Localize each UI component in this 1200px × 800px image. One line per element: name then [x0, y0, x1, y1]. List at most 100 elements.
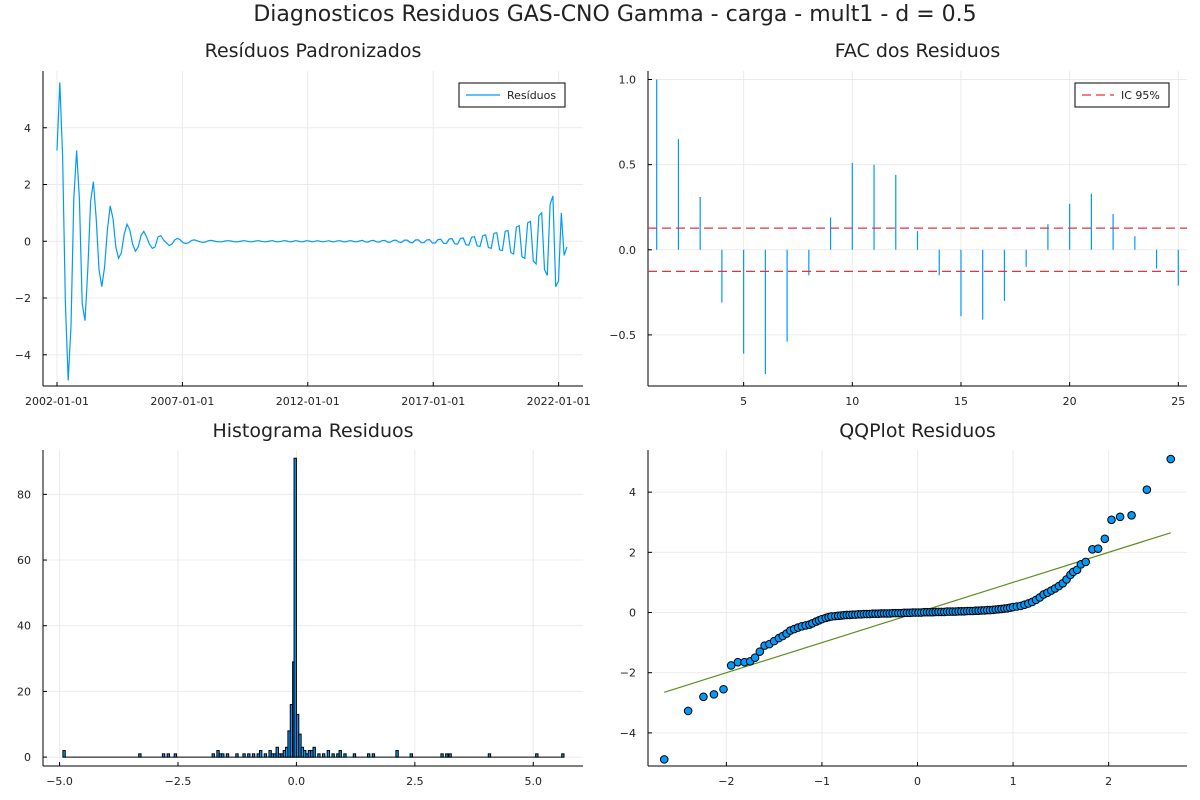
x-tick-label: 2022-01-01 [527, 395, 591, 408]
histogram-bar [225, 753, 230, 758]
histogram-bar [275, 746, 279, 758]
legend-label: IC 95% [1121, 89, 1160, 102]
histogram-bar [338, 750, 342, 758]
y-tick-label: 4 [629, 486, 636, 499]
x-tick-label: 1 [1010, 775, 1017, 788]
qq-point [1166, 454, 1176, 464]
histogram-bar [258, 750, 263, 758]
y-tick-label: 60 [17, 554, 31, 567]
y-tick-label: 80 [17, 488, 31, 501]
qq-point [1142, 485, 1152, 495]
histogram-bar [317, 753, 321, 758]
y-tick-label: −2 [15, 292, 31, 305]
x-tick-label: −2 [718, 775, 734, 788]
x-tick-label: 2007-01-01 [150, 395, 214, 408]
legend: Resíduos [458, 82, 566, 108]
x-tick-label: 15 [954, 395, 968, 408]
qq-point [699, 692, 708, 702]
y-tick-label: 20 [17, 685, 31, 698]
qq-point [659, 755, 669, 764]
histogram-panel: −5.0 −2.5 0.0 2.5 5.0 0 20 40 60 80 Histograma Res… [17, 420, 583, 788]
histogram-bar [487, 753, 492, 758]
histogram-bar [440, 753, 444, 758]
histogram-bar [371, 753, 376, 758]
x-tick-label: 2012-01-01 [276, 395, 340, 408]
y-tick-label: −0.5 [609, 329, 636, 342]
panel-title: FAC dos Residuos [835, 40, 1001, 62]
panel-title: Resíduos Padronizados [205, 40, 422, 62]
qq-point [755, 647, 765, 656]
histogram-bar [561, 753, 565, 758]
qq-point [1081, 557, 1090, 567]
x-tick-label: 2002-01-01 [25, 395, 89, 408]
qq-point [750, 653, 760, 662]
histogram-bar [366, 753, 371, 758]
x-tick-label: −5.0 [46, 775, 73, 788]
histogram-bar [321, 753, 326, 758]
histogram-bar [352, 753, 357, 758]
y-tick-label: 2 [629, 546, 636, 559]
histogram-bar [251, 753, 256, 758]
x-tick-label: 0.0 [288, 775, 306, 788]
panel-title: QQPlot Residuos [839, 420, 996, 442]
qq-point [709, 690, 719, 699]
y-tick-label: 0 [629, 607, 636, 620]
y-tick-label: 40 [17, 620, 31, 633]
qq-point [1115, 512, 1125, 522]
qqplot-panel: −2 −1 0 1 2 −4 −2 0 2 4 QQPlot Residuos [620, 420, 1187, 788]
y-tick-label: 1.0 [619, 74, 637, 87]
histogram-bar [409, 753, 413, 758]
figure-title: Diagnosticos Residuos GAS-CNO Gamma - ca… [253, 2, 976, 27]
residuals-series-line [56, 82, 568, 381]
x-tick-label: 10 [845, 395, 859, 408]
panel-title: Histograma Residuos [212, 420, 413, 442]
residuals-panel: 2002-01-01 2007-01-01 2012-01-01 2017-01-01… [15, 40, 591, 408]
x-tick-label: 0 [914, 775, 921, 788]
y-tick-label: 0 [24, 751, 31, 764]
qq-point [1127, 511, 1136, 520]
x-tick-label: −1 [814, 775, 830, 788]
x-tick-label: 2017-01-01 [401, 395, 465, 408]
legend: IC 95% [1074, 82, 1170, 108]
y-tick-label: −4 [620, 727, 636, 740]
histogram-bar [242, 753, 246, 758]
histogram-bar [395, 750, 399, 758]
histogram-bar [235, 753, 239, 758]
qq-point [726, 661, 736, 670]
histogram-bar [448, 753, 452, 758]
histogram-bar [326, 750, 331, 758]
x-tick-label: 5.0 [525, 775, 543, 788]
legend-label: Resíduos [507, 89, 556, 102]
qq-point [683, 706, 693, 716]
y-tick-label: 2 [24, 179, 31, 192]
histogram-bar [331, 753, 335, 758]
x-tick-label: 20 [1063, 395, 1077, 408]
x-tick-label: 5 [740, 395, 747, 408]
histogram-bar [263, 753, 268, 758]
histogram-bar [138, 753, 142, 758]
y-tick-label: −4 [15, 349, 31, 362]
qq-point [1100, 534, 1110, 544]
histogram-bar [62, 750, 66, 758]
histogram-bar [298, 733, 302, 758]
y-tick-label: 0.5 [619, 159, 637, 172]
histogram-bar [161, 753, 166, 758]
histogram-bar [312, 746, 316, 758]
y-tick-label: 4 [24, 122, 31, 135]
qq-point [719, 684, 728, 694]
histogram-bar [445, 753, 449, 758]
histogram-bar [293, 457, 297, 758]
histogram-bar [173, 753, 178, 758]
x-tick-label: −2.5 [165, 775, 192, 788]
x-tick-label: 25 [1171, 395, 1185, 408]
histogram-bar [211, 753, 215, 758]
x-tick-label: 2.5 [406, 775, 424, 788]
acf-panel: 5 10 15 20 25 −0.5 0.0 0.5 1.0 IC 95% FAC dos Resi… [609, 40, 1187, 408]
histogram-bar [535, 753, 539, 758]
y-tick-label: −2 [620, 667, 636, 680]
histogram-bar [221, 753, 225, 758]
histogram-bar [166, 753, 170, 758]
y-tick-label: 0.0 [619, 244, 637, 257]
histogram-bar [343, 753, 347, 758]
